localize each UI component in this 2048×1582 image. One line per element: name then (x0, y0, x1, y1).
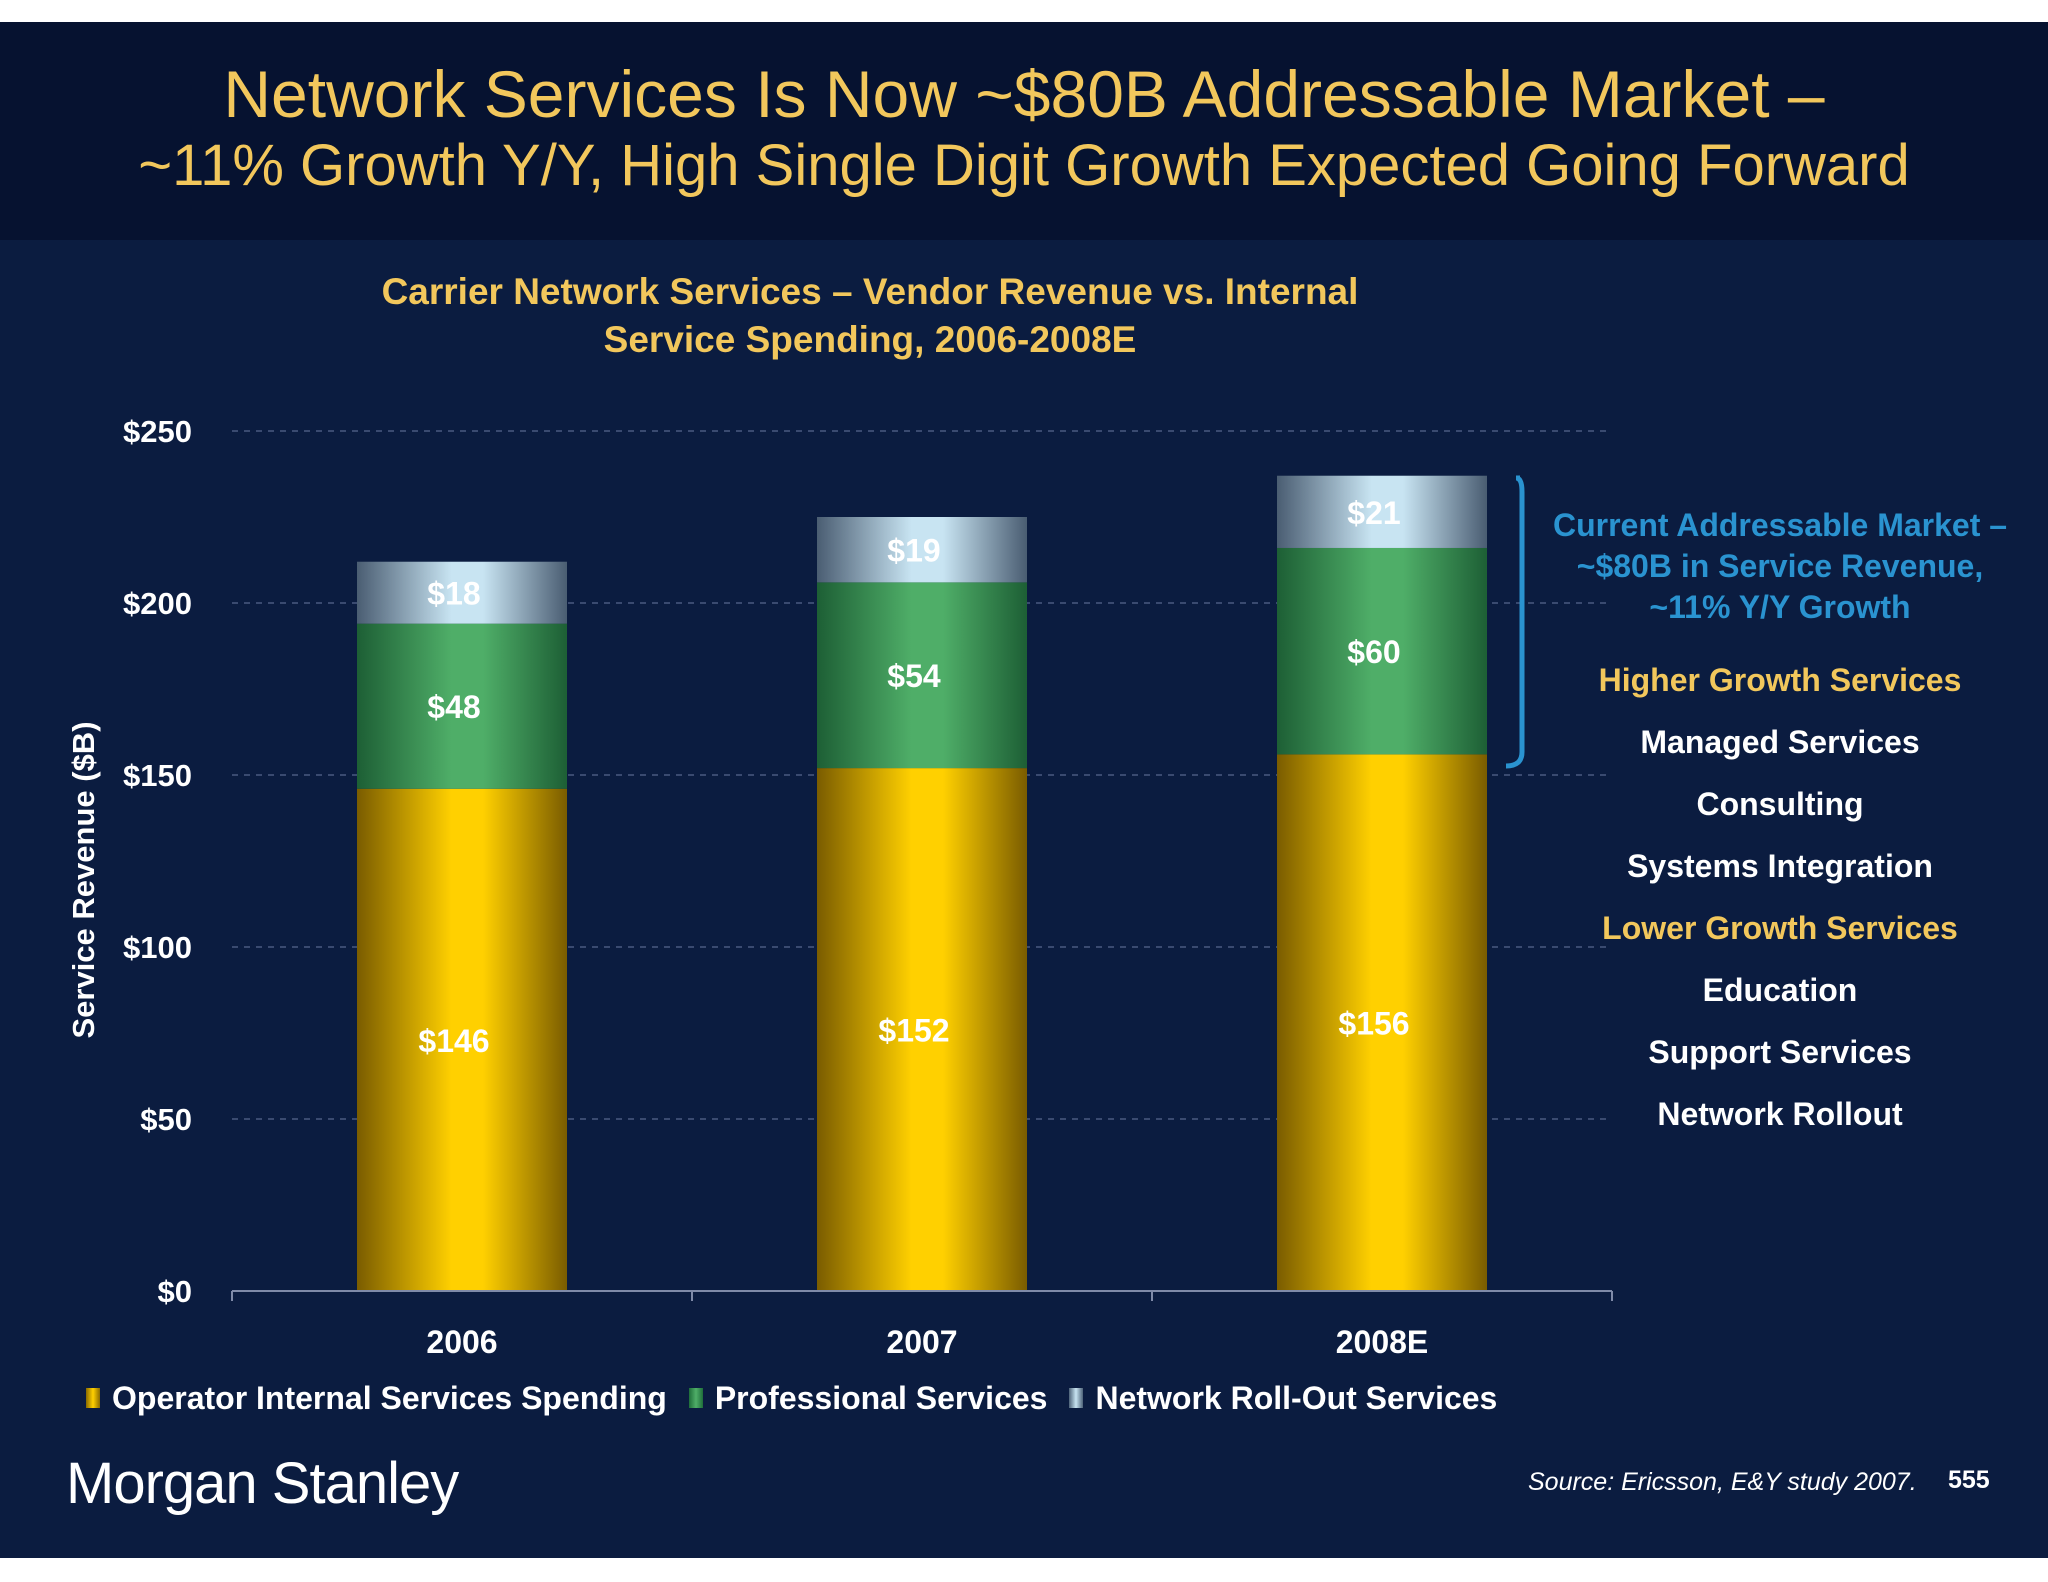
bar-segment (357, 561, 567, 624)
bar-segment (1277, 754, 1487, 1291)
higher-growth-heading: Higher Growth Services (1598, 662, 1962, 698)
slide-title: Network Services Is Now ~$80B Addressabl… (223, 57, 1825, 131)
data-label: $19 (887, 533, 940, 569)
y-tick-label: $50 (140, 1102, 192, 1137)
x-tick-label: 2008E (1336, 1324, 1429, 1360)
bar-segment (817, 768, 1027, 1291)
market-sidebar: Current Addressable Market – ~$80B in Se… (1530, 505, 2030, 1132)
data-label: $54 (887, 658, 941, 694)
data-label: $146 (418, 1023, 489, 1059)
data-label: $48 (427, 689, 480, 725)
data-label: $21 (1347, 495, 1400, 531)
bar-segment (1277, 475, 1487, 548)
legend-label: Network Roll-Out Services (1095, 1379, 1498, 1416)
market-line: ~$80B in Service Revenue, (1576, 548, 1984, 584)
header: Network Services Is Now ~$80B Addressabl… (0, 22, 2048, 240)
y-axis-label-text: Service Revenue ($B) (66, 721, 101, 1039)
legend-item-professional: Professional Services (688, 1379, 1048, 1417)
service-item: Support Services (1648, 1034, 1912, 1070)
y-tick-label: $100 (123, 930, 192, 965)
chart-title-line1: Carrier Network Services – Vendor Revenu… (381, 271, 1359, 312)
legend-item-rollout: Network Roll-Out Services (1069, 1380, 1497, 1417)
legend: Operator Internal Services Spending Prof… (86, 1378, 1519, 1418)
slide-subtitle: ~11% Growth Y/Y, High Single Digit Growt… (138, 133, 1910, 198)
y-tick-label: $200 (123, 586, 192, 621)
bar-segment (817, 582, 1027, 769)
legend-swatch (86, 1388, 100, 1408)
bar-segment (357, 623, 567, 789)
chart-title: Carrier Network Services – Vendor Revenu… (300, 268, 1440, 364)
bar-segment (817, 517, 1027, 583)
service-item: Systems Integration (1627, 848, 1933, 884)
slide: Network Services Is Now ~$80B Addressabl… (0, 22, 2048, 1558)
lower-growth-heading: Lower Growth Services (1602, 910, 1958, 946)
market-line: ~11% Y/Y Growth (1649, 589, 1911, 625)
bar-segment (1277, 547, 1487, 755)
legend-swatch (688, 1388, 703, 1408)
market-bracket (1505, 475, 1525, 769)
legend-item-operator: Operator Internal Services Spending (86, 1380, 667, 1417)
data-label: $152 (878, 1013, 949, 1049)
y-tick-label: $0 (158, 1274, 192, 1309)
morgan-stanley-logo: Morgan Stanley (66, 1451, 459, 1516)
service-item: Education (1702, 972, 1858, 1008)
data-label: $60 (1347, 634, 1400, 670)
market-callout: Current Addressable Market – ~$80B in Se… (1530, 505, 2030, 628)
x-tick-label: 2007 (886, 1324, 957, 1360)
chart-title-line2: Service Spending, 2006-2008E (603, 319, 1137, 360)
y-tick-label: $150 (123, 758, 192, 793)
service-item: Consulting (1696, 786, 1864, 822)
legend-label: Professional Services (714, 1379, 1048, 1416)
legend-label: Operator Internal Services Spending (112, 1379, 667, 1416)
x-tick-label: 2006 (426, 1324, 497, 1360)
bar-segment (357, 788, 567, 1291)
page-number: 555 (1948, 1466, 1990, 1494)
market-line: Current Addressable Market – (1552, 507, 2008, 543)
service-item: Managed Services (1640, 724, 1920, 760)
data-label: $18 (427, 576, 480, 612)
source-note: Source: Ericsson, E&Y study 2007. (1528, 1468, 1917, 1496)
data-label: $156 (1338, 1006, 1409, 1042)
legend-swatch (1069, 1388, 1084, 1408)
service-item: Network Rollout (1657, 1096, 1903, 1132)
y-tick-label: $250 (123, 414, 192, 449)
